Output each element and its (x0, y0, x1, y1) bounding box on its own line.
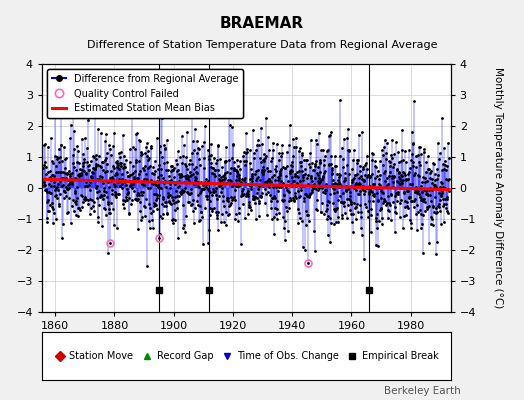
Y-axis label: Monthly Temperature Anomaly Difference (°C): Monthly Temperature Anomaly Difference (… (493, 67, 503, 309)
Text: Berkeley Earth: Berkeley Earth (385, 386, 461, 396)
Text: BRAEMAR: BRAEMAR (220, 16, 304, 31)
Text: Difference of Station Temperature Data from Regional Average: Difference of Station Temperature Data f… (87, 40, 437, 50)
Legend: Difference from Regional Average, Quality Control Failed, Estimated Station Mean: Difference from Regional Average, Qualit… (47, 69, 243, 118)
Legend: Station Move, Record Gap, Time of Obs. Change, Empirical Break: Station Move, Record Gap, Time of Obs. C… (50, 347, 443, 365)
